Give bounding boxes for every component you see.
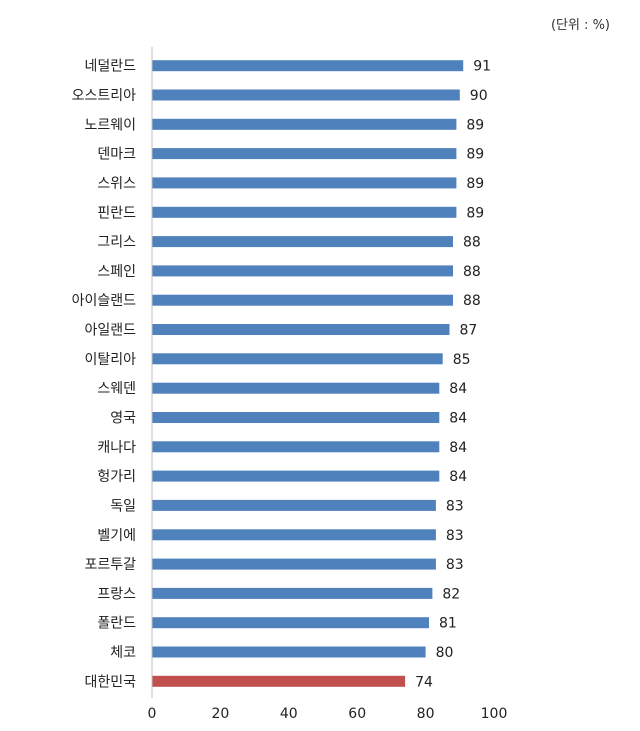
- category-label: 노르웨이: [84, 117, 136, 133]
- value-label: 84: [449, 381, 467, 397]
- category-label: 포르투갈: [84, 557, 136, 573]
- value-label: 88: [463, 264, 481, 280]
- category-label: 벨기에: [97, 528, 136, 544]
- bar: [152, 529, 436, 541]
- labels-layer: 네덜란드 91 오스트리아 90 노르웨이 89 덴마크 89 스위스 89 핀란드 89 그리스 88 스…: [72, 59, 491, 691]
- category-label: 프랑스: [97, 586, 136, 602]
- value-label: 81: [439, 616, 457, 632]
- category-label: 아이슬랜드: [72, 293, 137, 309]
- bar: [152, 412, 440, 423]
- x-axis-ticks: 0 20 40 60 80 100: [148, 706, 508, 722]
- category-label: 헝가리: [97, 469, 136, 485]
- bar: [152, 646, 426, 658]
- bar: [152, 558, 436, 570]
- category-label: 그리스: [97, 235, 136, 251]
- bar: [152, 587, 433, 599]
- category-label: 대한민국: [84, 674, 136, 690]
- bar: [152, 499, 436, 511]
- value-label: 85: [453, 352, 471, 368]
- bar: [152, 236, 453, 248]
- x-tick-label: 40: [280, 706, 298, 722]
- value-label: 88: [463, 293, 481, 309]
- bar: [152, 382, 440, 394]
- category-label: 영국: [110, 411, 136, 427]
- value-label: 82: [442, 586, 460, 602]
- category-label: 이탈리아: [84, 352, 136, 368]
- value-label: 74: [415, 674, 433, 690]
- category-label: 핀란드: [97, 205, 136, 221]
- value-label: 90: [470, 88, 488, 104]
- x-tick-label: 60: [348, 706, 366, 722]
- value-label: 88: [463, 235, 481, 251]
- value-label: 89: [466, 117, 484, 133]
- category-label: 캐나다: [97, 440, 136, 456]
- bar: [152, 294, 453, 306]
- bar: [152, 148, 457, 160]
- bar: [152, 118, 457, 130]
- bar: [152, 265, 453, 277]
- value-label: 87: [460, 323, 478, 339]
- category-label: 폴란드: [97, 616, 136, 632]
- value-label: 89: [466, 147, 484, 163]
- bar: [152, 675, 406, 687]
- value-label: 84: [449, 411, 467, 427]
- category-label: 체코: [110, 645, 136, 661]
- category-label: 덴마크: [97, 147, 136, 163]
- bar: [152, 470, 440, 482]
- category-label: 네덜란드: [84, 59, 136, 75]
- x-tick-label: 20: [211, 706, 229, 722]
- bar: [152, 324, 450, 335]
- value-label: 89: [466, 176, 484, 192]
- value-label: 84: [449, 469, 467, 485]
- value-label: 83: [446, 528, 464, 544]
- category-label: 스웨덴: [97, 381, 136, 397]
- value-label: 83: [446, 557, 464, 573]
- category-label: 스위스: [97, 176, 136, 192]
- bar: [152, 60, 464, 72]
- bars-layer: [152, 60, 464, 687]
- x-tick-label: 0: [148, 706, 157, 722]
- value-label: 84: [449, 440, 467, 456]
- bar: [152, 441, 440, 453]
- bar: [152, 89, 460, 101]
- bar: [152, 177, 457, 189]
- x-tick-label: 80: [417, 706, 435, 722]
- unit-label: (단위 : %): [550, 18, 610, 33]
- category-label: 독일: [110, 498, 136, 514]
- category-label: 스페인: [97, 264, 136, 280]
- value-label: 80: [436, 645, 454, 661]
- category-label: 오스트리아: [72, 88, 137, 104]
- value-label: 89: [466, 205, 484, 221]
- x-tick-label: 100: [481, 706, 508, 722]
- bar: [152, 617, 429, 629]
- bar: [152, 206, 457, 218]
- value-label: 91: [473, 59, 491, 75]
- bar: [152, 353, 443, 365]
- value-label: 83: [446, 498, 464, 514]
- category-label: 아일랜드: [84, 323, 136, 339]
